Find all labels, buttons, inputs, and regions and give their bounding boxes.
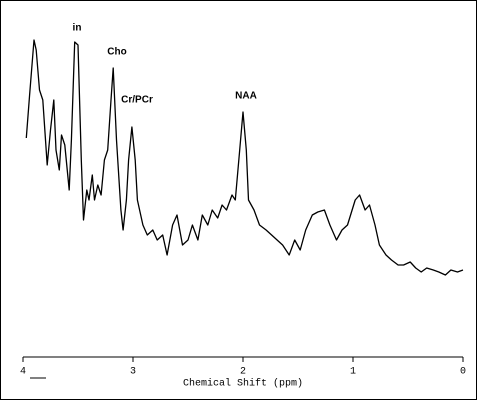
x-tick-label: 2 [240, 367, 246, 378]
spectrum-line [25, 39, 464, 276]
x-tick-label: 3 [130, 367, 136, 378]
x-tick-label: 4 [20, 367, 26, 378]
peak-label: Cho [107, 47, 126, 58]
peak-label: in [73, 23, 82, 34]
peak-label: NAA [235, 91, 257, 102]
peak-label: Cr/PCr [121, 95, 153, 106]
x-tick-label: 1 [350, 367, 356, 378]
x-axis-label: Chemical Shift (ppm) [183, 378, 303, 390]
x-tick-label: 0 [460, 367, 466, 378]
